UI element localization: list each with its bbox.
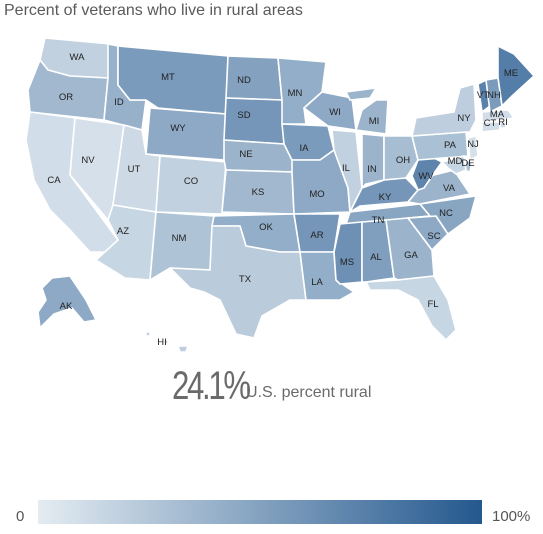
state-label-pa: PA [444, 140, 457, 151]
state-label-ut: UT [128, 164, 141, 175]
state-label-az: AZ [117, 226, 129, 237]
state-label-mn: MN [288, 88, 303, 99]
state-label-vt: VT [477, 90, 489, 101]
state-al[interactable] [361, 219, 395, 283]
state-label-ia: IA [300, 143, 310, 154]
state-label-nh: NH [487, 90, 501, 101]
state-label-id: ID [114, 97, 124, 108]
state-sd[interactable] [223, 97, 285, 145]
state-hi[interactable] [145, 331, 189, 352]
state-nh[interactable] [485, 77, 503, 113]
state-label-de: DE [461, 158, 474, 169]
us-percent-rural-label: U.S. percent rural [246, 384, 372, 401]
state-label-in: IN [367, 164, 377, 175]
state-label-ga: GA [404, 250, 418, 261]
legend-max-label: 100% [492, 508, 531, 525]
state-label-ny: NY [457, 113, 471, 124]
state-label-nj: NJ [467, 139, 479, 150]
state-label-nd: ND [237, 75, 251, 86]
state-label-mi: MI [369, 116, 380, 127]
state-label-wa: WA [70, 52, 86, 63]
state-fl[interactable] [365, 275, 457, 341]
state-nj[interactable] [467, 135, 479, 161]
legend-min-label: 0 [16, 508, 25, 525]
state-label-nv: NV [81, 155, 95, 166]
state-label-mt: MT [161, 72, 175, 83]
state-label-hi: HI [157, 337, 167, 348]
state-wi[interactable] [303, 91, 357, 131]
state-label-ri: RI [498, 117, 508, 128]
state-ri[interactable] [499, 121, 507, 129]
map-title: Percent of veterans who live in rural ar… [4, 2, 303, 19]
state-ny[interactable] [411, 83, 477, 137]
us-percent-rural-value: 24.1% [172, 364, 251, 408]
state-label-ar: AR [310, 230, 323, 241]
state-label-tn: TN [372, 215, 385, 226]
us-choropleth-map: WA OR CA NV ID MT WY UT AZ CO NM ND SD NE KS OK TX MN IA MO… [25, 37, 535, 352]
state-label-sc: SC [427, 231, 440, 242]
state-label-co: CO [184, 176, 198, 187]
state-ms[interactable] [333, 221, 363, 285]
state-label-fl: FL [427, 299, 438, 310]
state-label-sd: SD [237, 110, 250, 121]
state-label-nc: NC [439, 208, 453, 219]
state-label-il: IL [342, 163, 350, 174]
state-oh[interactable] [383, 135, 419, 181]
state-label-ky: KY [379, 192, 392, 203]
state-wy[interactable] [145, 107, 227, 161]
state-label-or: OR [59, 92, 73, 103]
state-mn[interactable] [277, 57, 327, 125]
state-label-wi: WI [329, 107, 341, 118]
state-nc[interactable] [407, 195, 477, 235]
state-label-ct: CT [484, 118, 497, 129]
state-label-ks: KS [252, 187, 265, 198]
state-label-al: AL [370, 252, 382, 263]
state-label-ok: OK [259, 222, 273, 233]
state-md[interactable] [441, 155, 467, 175]
state-ct[interactable] [481, 121, 501, 133]
state-label-oh: OH [396, 155, 410, 166]
state-label-tx: TX [239, 274, 252, 285]
state-nd[interactable] [225, 55, 283, 101]
state-mi[interactable] [345, 87, 389, 135]
state-label-md: MD [448, 156, 463, 167]
state-tx[interactable] [169, 225, 307, 339]
legend-color-scale [38, 500, 482, 524]
state-label-va: VA [443, 183, 456, 194]
state-label-wv: WV [418, 171, 434, 182]
state-label-ne: NE [239, 149, 252, 160]
state-ak[interactable] [37, 275, 97, 329]
state-label-nm: NM [172, 233, 187, 244]
state-label-ca: CA [47, 175, 61, 186]
state-co[interactable] [155, 155, 227, 215]
state-in[interactable] [361, 133, 385, 189]
state-label-ak: AK [60, 301, 73, 312]
state-ma[interactable] [481, 109, 515, 123]
state-label-la: LA [311, 277, 323, 288]
state-label-ma: MA [490, 109, 505, 120]
state-label-wy: WY [170, 123, 186, 134]
state-label-ms: MS [340, 257, 354, 268]
state-label-me: ME [504, 68, 518, 79]
state-label-mo: MO [309, 189, 324, 200]
